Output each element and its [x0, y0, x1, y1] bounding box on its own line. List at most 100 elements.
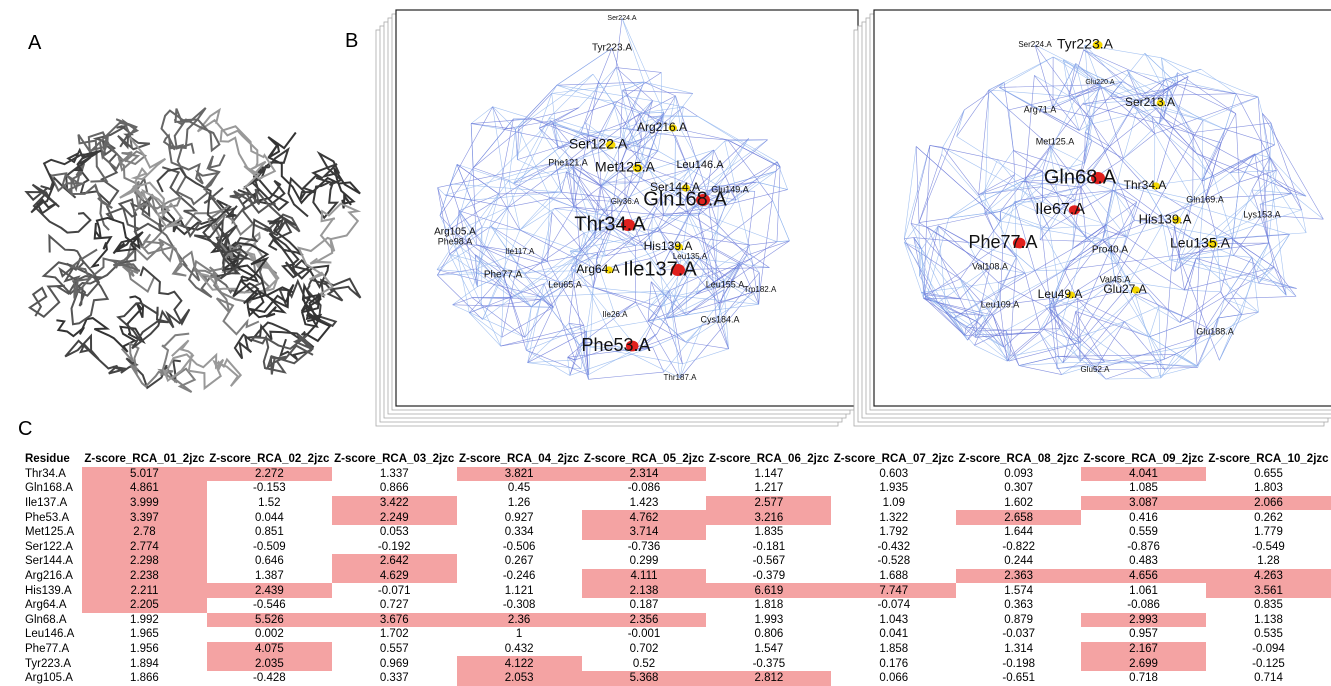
- value-cell: 5.368: [582, 671, 707, 686]
- value-cell: -0.125: [1206, 656, 1331, 671]
- value-cell: 2.138: [582, 583, 707, 598]
- node-label: Arg216.A: [637, 120, 687, 134]
- node-label: Ser224.A: [607, 15, 637, 22]
- value-cell: 1.792: [831, 525, 956, 540]
- node-label: Gln169.A: [1186, 194, 1224, 204]
- value-cell: 1.644: [956, 525, 1081, 540]
- value-cell: 1.574: [956, 583, 1081, 598]
- node-label: His139.A: [644, 239, 693, 253]
- value-cell: -0.651: [956, 671, 1081, 686]
- value-cell: 2.439: [207, 583, 332, 598]
- residue-cell: Arg64.A: [25, 598, 82, 613]
- header-cell: Z-score_RCA_05_2jzc: [582, 452, 707, 467]
- node-label: Ser213.A: [1125, 95, 1175, 109]
- residue-cell: Ser122.A: [25, 540, 82, 555]
- value-cell: -0.086: [582, 481, 707, 496]
- header-cell: Z-score_RCA_10_2jzc: [1206, 452, 1331, 467]
- residue-cell: His139.A: [25, 583, 82, 598]
- figure: Ser224.ATyr223.AArg216.ASer122.APhe121.A…: [0, 0, 1331, 440]
- node-label: Phe77.A: [484, 270, 523, 281]
- value-cell: 1.138: [1206, 613, 1331, 628]
- value-cell: 2.658: [956, 510, 1081, 525]
- value-cell: 0.244: [956, 554, 1081, 569]
- value-cell: 2.272: [207, 467, 332, 482]
- value-cell: 0.432: [457, 642, 582, 657]
- node-label: Thr34.A: [1124, 178, 1167, 192]
- header-cell: Z-score_RCA_01_2jzc: [82, 452, 207, 467]
- value-cell: 0.066: [831, 671, 956, 686]
- value-cell: -0.549: [1206, 540, 1331, 555]
- node-label: Leu146.A: [676, 159, 724, 171]
- value-cell: 0.969: [332, 656, 457, 671]
- value-cell: 1.602: [956, 496, 1081, 511]
- value-cell: -0.071: [332, 583, 457, 598]
- residue-cell: Ser144.A: [25, 554, 82, 569]
- backbone: [198, 110, 275, 189]
- value-cell: 0.176: [831, 656, 956, 671]
- node-label: Thr34.A: [574, 213, 646, 235]
- node-label: Phe53.A: [581, 335, 650, 355]
- node-label: Trp182.A: [744, 285, 777, 294]
- backbone: [302, 286, 330, 341]
- value-cell: 4.629: [332, 569, 457, 584]
- value-cell: 1.779: [1206, 525, 1331, 540]
- value-cell: 1.547: [706, 642, 831, 657]
- value-cell: 1.061: [1081, 583, 1206, 598]
- node-label: Phe77.A: [968, 232, 1037, 252]
- protein-structure: [27, 108, 361, 392]
- value-cell: 0.806: [706, 627, 831, 642]
- node-label: Ile137.A: [623, 258, 697, 280]
- value-cell: 2.36: [457, 613, 582, 628]
- value-cell: 0.187: [582, 598, 707, 613]
- value-cell: 3.087: [1081, 496, 1206, 511]
- value-cell: 1.992: [82, 613, 207, 628]
- value-cell: -0.001: [582, 627, 707, 642]
- value-cell: -0.181: [706, 540, 831, 555]
- value-cell: 0.957: [1081, 627, 1206, 642]
- panel-label: A: [28, 32, 41, 55]
- residue-cell: Phe53.A: [25, 510, 82, 525]
- value-cell: -0.308: [457, 598, 582, 613]
- value-cell: 2.035: [207, 656, 332, 671]
- panel-label: B: [345, 30, 358, 53]
- value-cell: 6.619: [706, 583, 831, 598]
- value-cell: 2.812: [706, 671, 831, 686]
- value-cell: -0.074: [831, 598, 956, 613]
- value-cell: 2.774: [82, 540, 207, 555]
- node-label: Tyr223.A: [592, 43, 632, 54]
- node-label: Glu27.A: [1103, 282, 1146, 296]
- value-cell: 7.747: [831, 583, 956, 598]
- value-cell: 2.363: [956, 569, 1081, 584]
- header-cell: Z-score_RCA_04_2jzc: [457, 452, 582, 467]
- value-cell: 1.965: [82, 627, 207, 642]
- residue-cell: Met125.A: [25, 525, 82, 540]
- value-cell: 1.28: [1206, 554, 1331, 569]
- residue-cell: Gln168.A: [25, 481, 82, 496]
- value-cell: -0.246: [457, 569, 582, 584]
- value-cell: 2.205: [82, 598, 207, 613]
- value-cell: 3.397: [82, 510, 207, 525]
- value-cell: 4.122: [457, 656, 582, 671]
- node-label: Leu65.A: [548, 279, 582, 289]
- header-cell: Z-score_RCA_09_2jzc: [1081, 452, 1206, 467]
- value-cell: -0.876: [1081, 540, 1206, 555]
- node-label: Ile67.A: [1035, 201, 1085, 218]
- frame: [874, 10, 1331, 406]
- value-cell: -0.094: [1206, 642, 1331, 657]
- value-cell: -0.509: [207, 540, 332, 555]
- value-cell: 1.935: [831, 481, 956, 496]
- value-cell: 2.298: [82, 554, 207, 569]
- node-label: Met125.A: [595, 159, 656, 175]
- value-cell: 0.655: [1206, 467, 1331, 482]
- residue-cell: Thr34.A: [25, 467, 82, 482]
- value-cell: 1.387: [207, 569, 332, 584]
- value-cell: 4.041: [1081, 467, 1206, 482]
- value-cell: 0.927: [457, 510, 582, 525]
- value-cell: 0.557: [332, 642, 457, 657]
- value-cell: 2.699: [1081, 656, 1206, 671]
- value-cell: 1.09: [831, 496, 956, 511]
- value-cell: 4.762: [582, 510, 707, 525]
